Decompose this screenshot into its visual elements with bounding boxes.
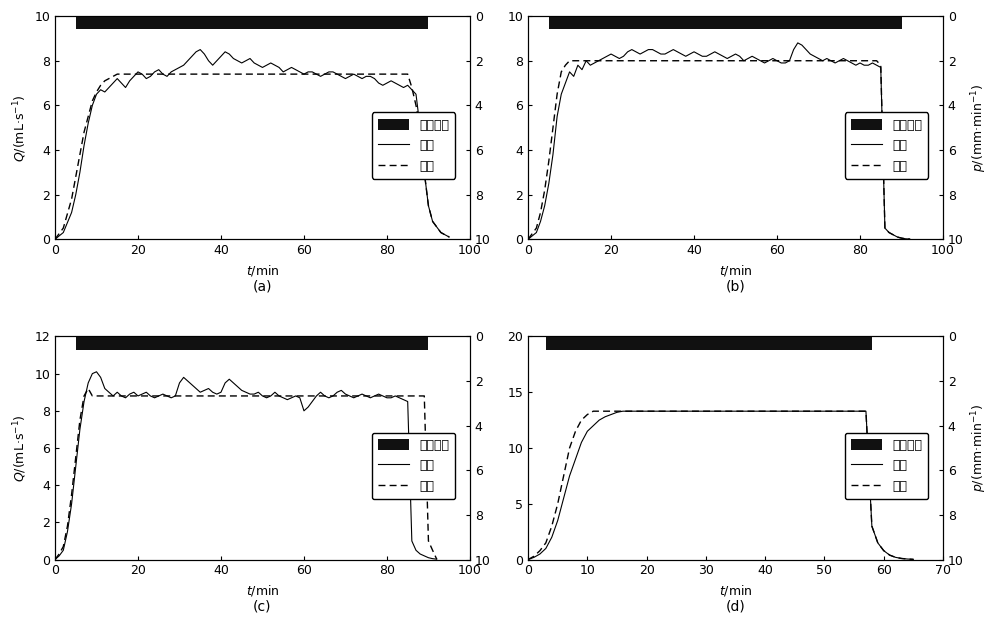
- Legend: 降雨强度, 实测, 计算: 降雨强度, 实测, 计算: [372, 112, 455, 179]
- Bar: [546, 336, 872, 350]
- Text: (c): (c): [253, 600, 272, 614]
- Legend: 降雨强度, 实测, 计算: 降雨强度, 实测, 计算: [372, 432, 455, 499]
- Legend: 降雨强度, 实测, 计算: 降雨强度, 实测, 计算: [845, 432, 928, 499]
- X-axis label: $t$/min: $t$/min: [246, 263, 279, 278]
- Text: (a): (a): [253, 280, 272, 293]
- X-axis label: $t$/min: $t$/min: [246, 583, 279, 598]
- Bar: [76, 16, 428, 29]
- X-axis label: $t$/min: $t$/min: [719, 263, 752, 278]
- X-axis label: $t$/min: $t$/min: [719, 583, 752, 598]
- Legend: 降雨强度, 实测, 计算: 降雨强度, 实测, 计算: [845, 112, 928, 179]
- Text: (b): (b): [726, 280, 745, 293]
- Bar: [549, 16, 902, 29]
- Y-axis label: $p$/(mm·min$^{-1}$): $p$/(mm·min$^{-1}$): [969, 84, 989, 172]
- Y-axis label: $Q$/(mL·s$^{-1}$): $Q$/(mL·s$^{-1}$): [11, 94, 29, 162]
- Text: (d): (d): [726, 600, 745, 614]
- Y-axis label: $p$/(mm·min$^{-1}$): $p$/(mm·min$^{-1}$): [969, 404, 989, 492]
- Y-axis label: $Q$/(mL·s$^{-1}$): $Q$/(mL·s$^{-1}$): [11, 414, 29, 482]
- Bar: [76, 336, 428, 350]
